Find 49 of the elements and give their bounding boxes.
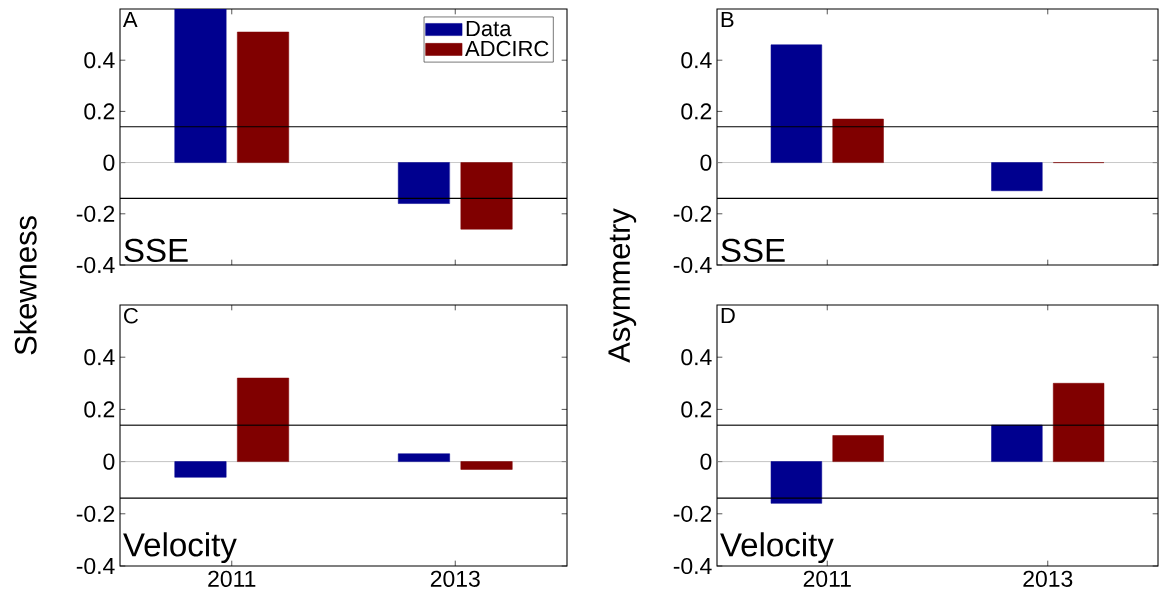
y-tick-label: -0.2: [673, 505, 712, 522]
y-tick-label: 0.4: [681, 52, 712, 69]
annotation: C: [124, 307, 138, 324]
y-tick-label: -0.2: [76, 505, 115, 522]
annotation: D: [721, 307, 735, 324]
y-tick-label: -0.2: [76, 205, 115, 222]
bar: [991, 162, 1043, 192]
x-tick-label: 2013: [430, 570, 480, 587]
y-tick-label: 0.4: [84, 52, 115, 69]
y-tick-label: 0: [103, 154, 115, 171]
bar: [174, 461, 227, 478]
y-tick-label: 0.2: [681, 103, 712, 120]
y-tick-label: 0.2: [681, 401, 712, 418]
y-tick-label: -0.4: [673, 557, 712, 575]
y-tick-label: -0.2: [673, 205, 712, 222]
annotation: A: [122, 11, 138, 28]
legend-label: ADCIRC: [465, 40, 549, 57]
bar: [832, 118, 884, 163]
y-tick-label: 0: [700, 453, 712, 470]
y-tick-label: -0.4: [76, 557, 115, 575]
x-tick-label: 2013: [1023, 570, 1073, 587]
y-tick-label: 0.2: [84, 401, 115, 418]
x-tick-label: 2011: [803, 570, 851, 587]
x-tick-label: 2011: [208, 570, 256, 587]
annotation: B: [721, 11, 734, 28]
annotation: SSE: [124, 238, 188, 263]
bar: [460, 162, 513, 230]
bar: [460, 461, 513, 470]
legend-label: Data: [466, 20, 512, 37]
bar: [832, 435, 884, 462]
annotation: Velocity: [123, 532, 237, 564]
annotation: Velocity: [720, 532, 834, 564]
y-tick-label: 0: [700, 154, 712, 171]
bar: [770, 44, 823, 163]
y-tick-label: -0.4: [673, 256, 712, 274]
y-tick-label: 0.4: [84, 349, 115, 366]
bar: [237, 377, 290, 462]
annotation: SSE: [721, 238, 785, 263]
y-tick-label: 0.2: [84, 103, 115, 120]
bar: [991, 424, 1043, 462]
bar: [770, 461, 823, 504]
bar: [397, 453, 450, 462]
y-axis-title: Asymmetry: [608, 208, 637, 363]
bar: [1053, 383, 1105, 462]
bar: [237, 31, 290, 163]
y-tick-label: 0.4: [681, 349, 712, 366]
y-axis-title: Skewness: [13, 216, 37, 355]
y-tick-label: 0: [103, 453, 115, 470]
y-tick-label: -0.4: [76, 256, 115, 274]
